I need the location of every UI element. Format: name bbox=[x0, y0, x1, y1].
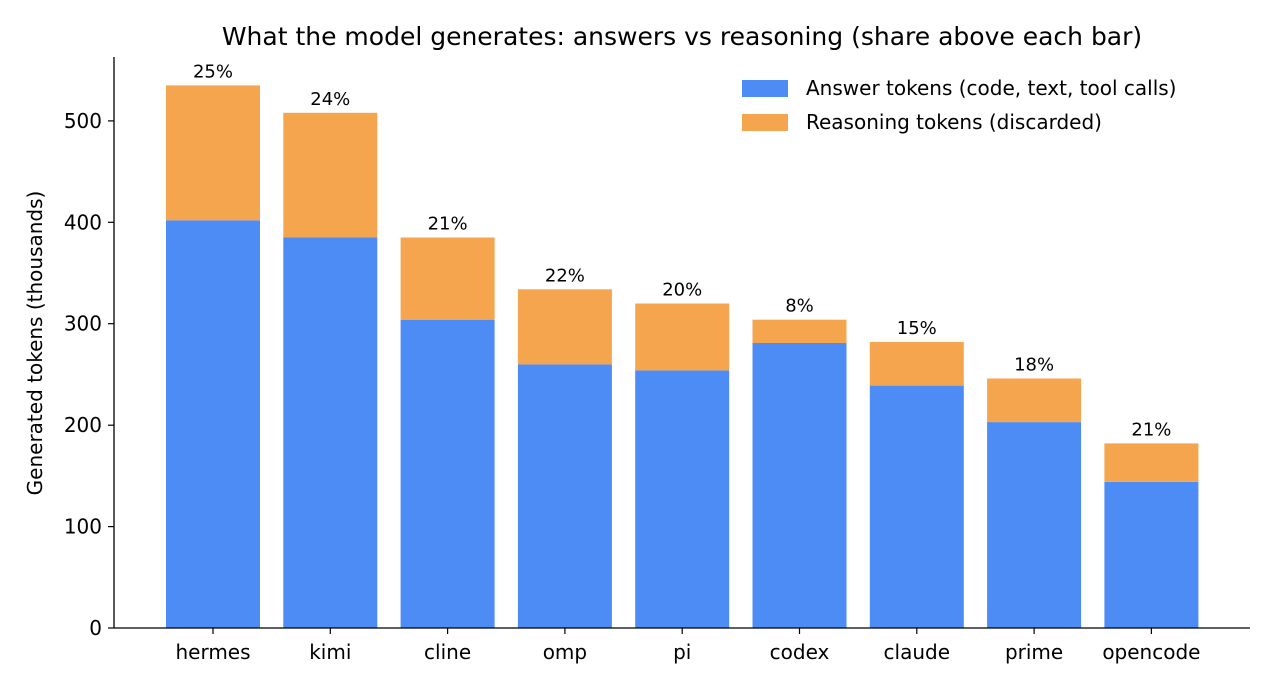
legend-swatch-answer bbox=[742, 80, 788, 97]
chart-title: What the model generates: answers vs rea… bbox=[222, 22, 1142, 51]
y-axis-label: Generated tokens (thousands) bbox=[23, 191, 47, 496]
reasoning-bar-kimi bbox=[283, 112, 378, 238]
answer-bar-claude bbox=[869, 385, 964, 628]
reasoning-bar-omp bbox=[517, 289, 612, 365]
legend-swatch-reasoning bbox=[742, 114, 788, 131]
share-label-kimi: 24% bbox=[310, 89, 350, 110]
y-tick-label-500: 500 bbox=[64, 109, 102, 133]
answer-bar-kimi bbox=[283, 237, 378, 628]
x-tick-label-omp: omp bbox=[543, 640, 587, 664]
answer-bar-cline bbox=[400, 319, 495, 628]
x-tick-label-opencode: opencode bbox=[1102, 640, 1200, 664]
reasoning-bar-opencode bbox=[1104, 443, 1199, 482]
x-tick-label-kimi: kimi bbox=[309, 640, 351, 664]
answer-bar-prime bbox=[987, 422, 1082, 628]
share-label-claude: 15% bbox=[897, 318, 937, 339]
legend-label-reasoning: Reasoning tokens (discarded) bbox=[806, 110, 1102, 134]
answer-bar-codex bbox=[752, 343, 847, 628]
y-tick-label-0: 0 bbox=[89, 616, 102, 640]
legend-label-answer: Answer tokens (code, text, tool calls) bbox=[806, 76, 1176, 100]
reasoning-bar-cline bbox=[400, 237, 495, 320]
answer-bar-pi bbox=[635, 370, 730, 628]
x-tick-label-cline: cline bbox=[424, 640, 471, 664]
x-tick-label-codex: codex bbox=[770, 640, 830, 664]
share-label-pi: 20% bbox=[662, 280, 702, 301]
answer-bar-opencode bbox=[1104, 482, 1199, 628]
reasoning-bar-prime bbox=[987, 378, 1082, 423]
x-tick-label-pi: pi bbox=[673, 640, 691, 664]
legend: Answer tokens (code, text, tool calls) Re… bbox=[742, 76, 1176, 134]
y-tick-label-200: 200 bbox=[64, 413, 102, 437]
reasoning-bar-pi bbox=[635, 303, 730, 371]
answer-bar-omp bbox=[517, 364, 612, 628]
reasoning-bar-hermes bbox=[166, 85, 260, 221]
share-label-omp: 22% bbox=[545, 265, 585, 286]
share-label-cline: 21% bbox=[428, 214, 468, 235]
x-tick-label-hermes: hermes bbox=[175, 640, 250, 664]
x-tick-label-prime: prime bbox=[1005, 640, 1063, 664]
share-label-hermes: 25% bbox=[193, 61, 233, 82]
share-label-codex: 8% bbox=[785, 296, 814, 317]
reasoning-bar-claude bbox=[869, 342, 964, 386]
reasoning-bar-codex bbox=[752, 319, 847, 343]
y-tick-label-100: 100 bbox=[64, 515, 102, 539]
y-tick-label-400: 400 bbox=[64, 210, 102, 234]
share-label-prime: 18% bbox=[1014, 355, 1054, 376]
x-tick-label-claude: claude bbox=[884, 640, 950, 664]
answer-bar-hermes bbox=[166, 220, 260, 629]
plot-area: 25% hermes 24% kimi 21% cline 22% omp 20% pi 8% cod… bbox=[64, 57, 1250, 664]
share-label-opencode: 21% bbox=[1131, 419, 1171, 440]
y-tick-label-300: 300 bbox=[64, 312, 102, 336]
